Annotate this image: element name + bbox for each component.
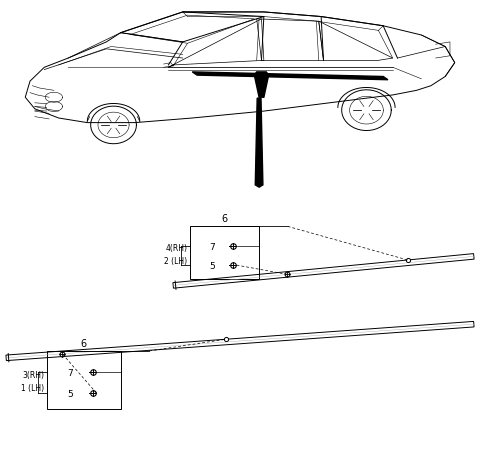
Text: 5: 5 [209,261,215,270]
Text: 7: 7 [209,242,215,251]
Text: 5: 5 [68,388,73,398]
Polygon shape [255,99,263,188]
Text: 3(RH)
1 (LH): 3(RH) 1 (LH) [21,370,44,392]
Polygon shape [254,73,269,98]
Text: 6: 6 [221,214,228,224]
Polygon shape [192,73,388,81]
Text: 6: 6 [81,338,87,348]
Text: 4(RH)
2 (LH): 4(RH) 2 (LH) [164,244,188,265]
Text: 7: 7 [68,368,73,377]
